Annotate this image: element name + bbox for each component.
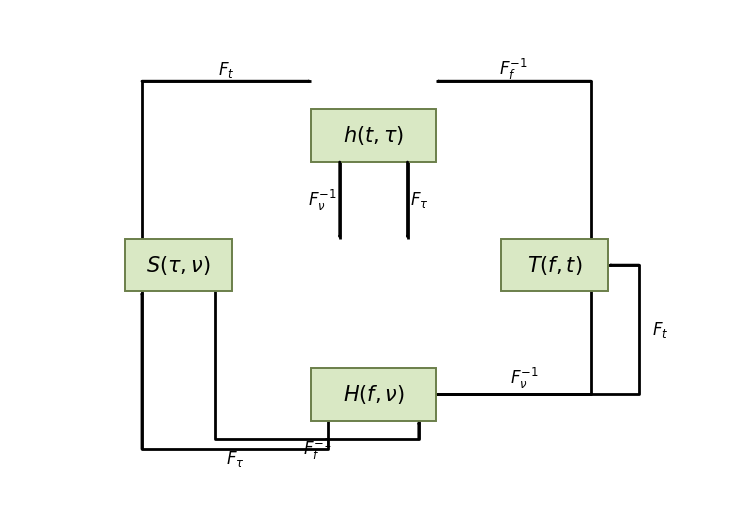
Text: $F_\nu^{-1}$: $F_\nu^{-1}$ [308, 188, 337, 213]
Text: $F_t$: $F_t$ [652, 320, 668, 340]
Text: $F_t$: $F_t$ [219, 60, 235, 80]
FancyBboxPatch shape [125, 239, 233, 291]
Text: $H(f,\nu)$: $H(f,\nu)$ [343, 383, 405, 406]
FancyBboxPatch shape [311, 110, 436, 162]
Text: $F_\tau$: $F_\tau$ [410, 191, 429, 211]
Text: $F_\tau$: $F_\tau$ [226, 449, 244, 469]
FancyBboxPatch shape [311, 368, 436, 421]
FancyBboxPatch shape [501, 239, 608, 291]
Text: $T(f,t)$: $T(f,t)$ [526, 254, 582, 277]
Text: $F_f^{-1}$: $F_f^{-1}$ [303, 436, 332, 461]
Text: $F_f^{-1}$: $F_f^{-1}$ [499, 57, 528, 82]
Text: $S(\tau,\nu)$: $S(\tau,\nu)$ [147, 254, 211, 277]
Text: $F_\nu^{-1}$: $F_\nu^{-1}$ [510, 366, 539, 391]
Text: $h(t,\tau)$: $h(t,\tau)$ [343, 124, 404, 148]
